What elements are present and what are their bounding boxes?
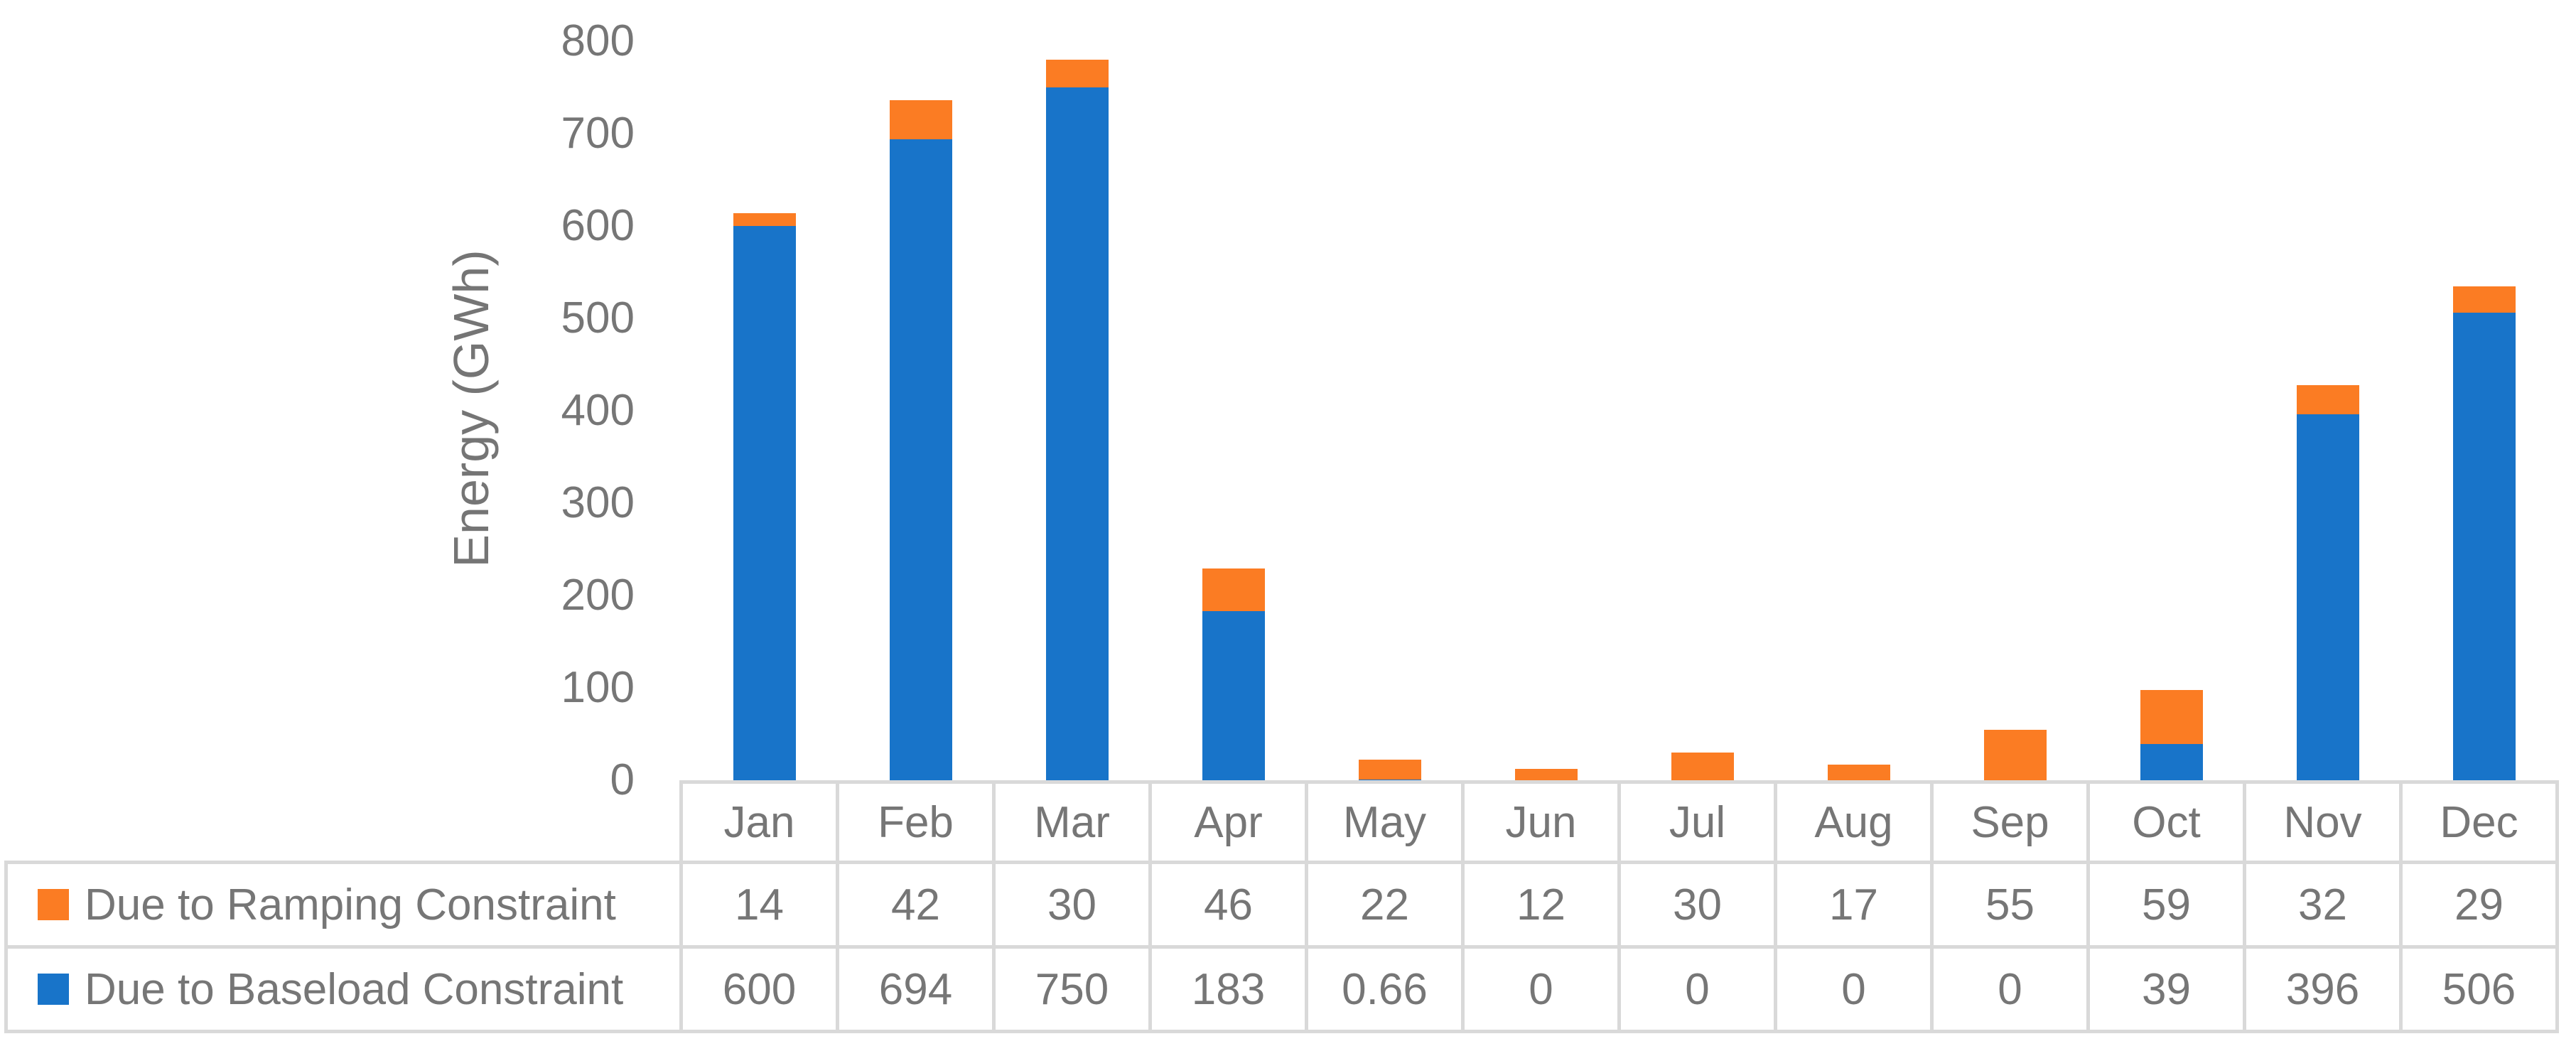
bar-segment-baseload [1202, 611, 1265, 780]
ramping-swatch-icon [38, 889, 69, 920]
ramping-value-cell: 12 [1461, 861, 1621, 949]
ramping-value-cell: 22 [1305, 861, 1465, 949]
month-header-cell: Nov [2243, 780, 2403, 864]
month-header-cell: Dec [2399, 780, 2559, 864]
ramping-value-cell: 59 [2086, 861, 2246, 949]
bar-segment-ramping [1671, 753, 1734, 780]
ramping-value-cell: 42 [836, 861, 996, 949]
ramping-value-cell: 30 [1617, 861, 1777, 949]
month-header-cell: May [1305, 780, 1465, 864]
y-tick-label: 300 [561, 478, 635, 527]
month-header-cell: Mar [992, 780, 1152, 864]
series-row: Due to Baseload Constraint 600 694 750 183 0.… [4, 945, 2559, 1033]
baseload-value-cell: 750 [992, 945, 1152, 1033]
y-tick-label: 100 [561, 663, 635, 712]
bar-segment-baseload [2297, 414, 2359, 780]
baseload-value-cell: 0 [1930, 945, 2090, 1033]
baseload-value-cell: 0 [1617, 945, 1777, 1033]
bar-segment-ramping [733, 212, 796, 226]
baseload-value-cell: 0 [1461, 945, 1621, 1033]
data-table: Jan Feb Mar Apr May Jun Jul Aug Sep Oct Nov Dec Due … [4, 780, 2559, 1033]
month-header-cell: Jan [679, 780, 839, 864]
series-legend-cell: Due to Baseload Constraint [4, 945, 683, 1033]
series-legend-cell: Due to Ramping Constraint [4, 861, 683, 949]
bar-segment-ramping [890, 100, 952, 139]
legend-entry: Due to Ramping Constraint [8, 880, 679, 930]
baseload-value-cell: 183 [1148, 945, 1308, 1033]
series-row: Due to Ramping Constraint 14 42 30 46 22 12 30 1… [4, 861, 2559, 949]
month-header-row: Jan Feb Mar Apr May Jun Jul Aug Sep Oct Nov Dec [6, 780, 2559, 864]
y-tick-label: 200 [561, 571, 635, 620]
month-header-cell: Oct [2086, 780, 2246, 864]
y-tick-label: 600 [561, 201, 635, 250]
baseload-value-cell: 396 [2243, 945, 2403, 1033]
bar-segment-baseload [890, 139, 952, 780]
ramping-value-cell: 30 [992, 861, 1152, 949]
ramping-value-cell: 46 [1148, 861, 1308, 949]
bar-segment-ramping [1359, 759, 1421, 780]
bar-segment-baseload [2453, 313, 2516, 780]
ramping-value-cell: 29 [2399, 861, 2559, 949]
bar-segment-ramping [1046, 60, 1109, 87]
y-tick-label: 500 [561, 293, 635, 343]
y-tick-label: 700 [561, 109, 635, 158]
ramping-value-cell: 55 [1930, 861, 2090, 949]
ramping-value-cell: 32 [2243, 861, 2403, 949]
baseload-value-cell: 694 [836, 945, 996, 1033]
month-header-cell: Feb [836, 780, 996, 864]
series-label: Due to Baseload Constraint [85, 964, 624, 1014]
blank-corner-cell [6, 782, 683, 864]
bar-segment-ramping [1984, 729, 2047, 780]
baseload-swatch-icon [38, 974, 69, 1005]
baseload-value-cell: 0 [1774, 945, 1934, 1033]
bar-segment-ramping [1828, 764, 1890, 780]
bar-segment-baseload [733, 226, 796, 780]
bar-segment-ramping [1515, 769, 1578, 780]
month-header-cell: Sep [1930, 780, 2090, 864]
bar-segment-ramping [1202, 568, 1265, 612]
ramping-value-cell: 14 [679, 861, 839, 949]
baseload-value-cell: 600 [679, 945, 839, 1033]
month-header-cell: Aug [1774, 780, 1934, 864]
baseload-value-cell: 506 [2399, 945, 2559, 1033]
legend-entry: Due to Baseload Constraint [8, 964, 679, 1015]
baseload-value-cell: 0.66 [1305, 945, 1465, 1033]
month-header-cell: Jul [1617, 780, 1777, 864]
series-label: Due to Ramping Constraint [85, 880, 616, 929]
bar-segment-ramping [2297, 384, 2359, 415]
month-header-cell: Apr [1148, 780, 1308, 864]
bar-segment-baseload [1046, 87, 1109, 780]
y-tick-label: 800 [561, 16, 635, 65]
ramping-value-cell: 17 [1774, 861, 1934, 949]
bar-segment-baseload [2140, 744, 2203, 780]
baseload-value-cell: 39 [2086, 945, 2246, 1033]
month-header-cell: Jun [1461, 780, 1621, 864]
bar-segment-ramping [2453, 286, 2516, 313]
y-tick-label: 400 [561, 386, 635, 435]
bar-segment-ramping [2140, 689, 2203, 745]
